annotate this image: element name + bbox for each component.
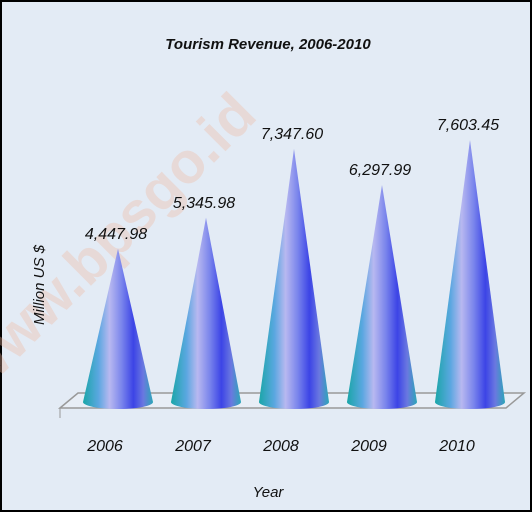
data-label: 4,447.98 — [85, 226, 147, 243]
x-tick-label: 2009 — [350, 438, 387, 455]
cone — [83, 248, 153, 409]
data-label: 5,345.98 — [173, 195, 235, 212]
chart-title: Tourism Revenue, 2006-2010 — [165, 36, 371, 53]
x-tick-label: 2008 — [262, 438, 299, 455]
cone — [347, 184, 417, 409]
cone — [435, 140, 505, 409]
x-tick-label: 2010 — [438, 438, 475, 455]
data-label: 7,347.60 — [261, 126, 323, 143]
x-axis-label: Year — [253, 484, 285, 501]
x-tick-label: 2006 — [86, 438, 123, 455]
data-label: 7,603.45 — [437, 117, 499, 134]
y-axis-label: Million US $ — [31, 244, 48, 325]
cone — [259, 148, 329, 409]
cone — [171, 217, 241, 409]
x-tick-label: 2007 — [174, 438, 212, 455]
data-label: 6,297.99 — [349, 162, 411, 179]
